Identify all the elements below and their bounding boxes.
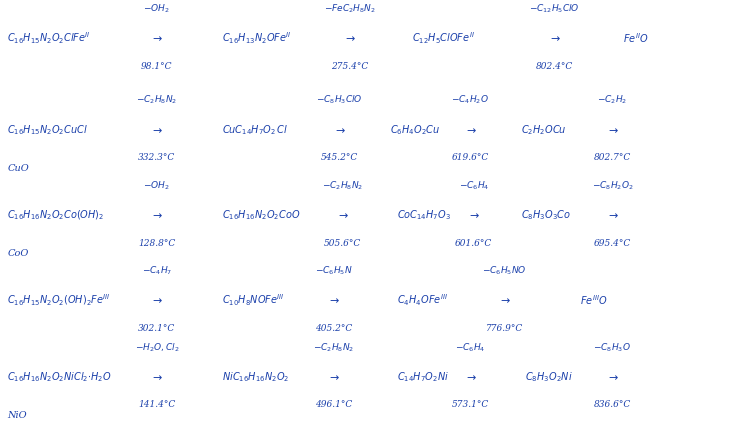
Text: $\rightarrow$: $\rightarrow$ (606, 372, 619, 382)
Text: $-C_6H_4$: $-C_6H_4$ (455, 341, 486, 354)
Text: $-C_6H_5N$: $-C_6H_5N$ (315, 265, 353, 277)
Text: $-C_4H_2O$: $-C_4H_2O$ (451, 94, 489, 106)
Text: 601.6°C: 601.6°C (455, 239, 493, 248)
Text: $\rightarrow$: $\rightarrow$ (150, 295, 163, 305)
Text: $\rightarrow$: $\rightarrow$ (150, 33, 163, 43)
Text: 545.2°C: 545.2°C (320, 153, 358, 162)
Text: 802.7°C: 802.7°C (593, 153, 631, 162)
Text: $\rightarrow$: $\rightarrow$ (150, 125, 163, 135)
Text: 802.4°C: 802.4°C (535, 62, 573, 71)
Text: $-OH_2$: $-OH_2$ (144, 3, 170, 15)
Text: $-H_2O,Cl_2$: $-H_2O,Cl_2$ (135, 341, 179, 354)
Text: $\rightarrow$: $\rightarrow$ (327, 295, 340, 305)
Text: $\rightarrow$: $\rightarrow$ (547, 33, 561, 43)
Text: $\rightarrow$: $\rightarrow$ (464, 372, 477, 382)
Text: $\rightarrow$: $\rightarrow$ (606, 210, 619, 220)
Text: $-C_6H_5NO$: $-C_6H_5NO$ (482, 265, 527, 277)
Text: $Fe^{III}O$: $Fe^{III}O$ (580, 294, 607, 307)
Text: $C_{16}H_{15}N_2O_2(OH)_2Fe^{III}$: $C_{16}H_{15}N_2O_2(OH)_2Fe^{III}$ (7, 293, 111, 308)
Text: 98.1°C: 98.1°C (141, 62, 173, 71)
Text: NiO: NiO (7, 411, 27, 420)
Text: $C_{12}H_5ClOFe^{II}$: $C_{12}H_5ClOFe^{II}$ (412, 31, 475, 46)
Text: $\rightarrow$: $\rightarrow$ (327, 372, 340, 382)
Text: $\rightarrow$: $\rightarrow$ (464, 125, 477, 135)
Text: $\rightarrow$: $\rightarrow$ (343, 33, 356, 43)
Text: $-C_2H_8N_2$: $-C_2H_8N_2$ (136, 94, 177, 106)
Text: $-OH_2$: $-OH_2$ (144, 179, 170, 192)
Text: $C_2H_2OCu$: $C_2H_2OCu$ (521, 123, 567, 137)
Text: $C_8H_3O_3Co$: $C_8H_3O_3Co$ (521, 208, 572, 222)
Text: $C_{10}H_8NOFe^{III}$: $C_{10}H_8NOFe^{III}$ (222, 293, 285, 308)
Text: $-C_{12}H_5ClO$: $-C_{12}H_5ClO$ (529, 3, 580, 15)
Text: $C_{16}H_{15}N_2O_2CuCl$: $C_{16}H_{15}N_2O_2CuCl$ (7, 123, 88, 137)
Text: $CoC_{14}H_7O_3$: $CoC_{14}H_7O_3$ (397, 208, 451, 222)
Text: $C_{16}H_{13}N_2OFe^{II}$: $C_{16}H_{13}N_2OFe^{II}$ (222, 31, 292, 46)
Text: $\rightarrow$: $\rightarrow$ (467, 210, 480, 220)
Text: $-C_8H_3O$: $-C_8H_3O$ (593, 341, 631, 354)
Text: $-C_2H_8N_2$: $-C_2H_8N_2$ (313, 341, 354, 354)
Text: 505.6°C: 505.6°C (324, 239, 362, 248)
Text: $-C_8H_3ClO$: $-C_8H_3ClO$ (316, 94, 362, 106)
Text: $\rightarrow$: $\rightarrow$ (498, 295, 511, 305)
Text: CuO: CuO (7, 164, 29, 173)
Text: $C_{16}H_{16}N_2O_2Co(OH)_2$: $C_{16}H_{16}N_2O_2Co(OH)_2$ (7, 208, 105, 222)
Text: $C_4H_4OFe^{III}$: $C_4H_4OFe^{III}$ (397, 293, 448, 308)
Text: $\rightarrow$: $\rightarrow$ (606, 125, 619, 135)
Text: 776.9°C: 776.9°C (486, 324, 523, 333)
Text: $-C_2H_2$: $-C_2H_2$ (597, 94, 628, 106)
Text: 141.4°C: 141.4°C (138, 400, 176, 409)
Text: $\rightarrow$: $\rightarrow$ (336, 210, 349, 220)
Text: $C_{16}H_{16}N_2O_2NiCl_2{\cdot}H_2O$: $C_{16}H_{16}N_2O_2NiCl_2{\cdot}H_2O$ (7, 370, 112, 384)
Text: $C_{16}H_{16}N_2O_2CoO$: $C_{16}H_{16}N_2O_2CoO$ (222, 208, 301, 222)
Text: $C_8H_3O_2Ni$: $C_8H_3O_2Ni$ (525, 370, 572, 384)
Text: $C_6H_4O_2Cu$: $C_6H_4O_2Cu$ (390, 123, 440, 137)
Text: $-C_6H_4$: $-C_6H_4$ (459, 179, 489, 192)
Text: $\rightarrow$: $\rightarrow$ (150, 372, 163, 382)
Text: 695.4°C: 695.4°C (593, 239, 631, 248)
Text: CoO: CoO (7, 249, 28, 258)
Text: $-C_4H_7$: $-C_4H_7$ (141, 265, 172, 277)
Text: 332.3°C: 332.3°C (138, 153, 176, 162)
Text: $C_{14}H_7O_2Ni$: $C_{14}H_7O_2Ni$ (397, 370, 449, 384)
Text: 405.2°C: 405.2°C (315, 324, 353, 333)
Text: $-FeC_2H_8N_2$: $-FeC_2H_8N_2$ (324, 3, 376, 15)
Text: 496.1°C: 496.1°C (315, 400, 353, 409)
Text: 128.8°C: 128.8°C (138, 239, 176, 248)
Text: $-C_8H_2O_2$: $-C_8H_2O_2$ (591, 179, 634, 192)
Text: 836.6°C: 836.6°C (593, 400, 631, 409)
Text: $NiC_{16}H_{16}N_2O_2$: $NiC_{16}H_{16}N_2O_2$ (222, 370, 289, 384)
Text: $C_{16}H_{15}N_2O_2ClFe^{II}$: $C_{16}H_{15}N_2O_2ClFe^{II}$ (7, 31, 91, 46)
Text: $Fe^{II}O$: $Fe^{II}O$ (623, 32, 649, 45)
Text: $\rightarrow$: $\rightarrow$ (332, 125, 346, 135)
Text: 573.1°C: 573.1°C (451, 400, 489, 409)
Text: $\rightarrow$: $\rightarrow$ (150, 210, 163, 220)
Text: $-C_2H_8N_2$: $-C_2H_8N_2$ (322, 179, 363, 192)
Text: 275.4°C: 275.4°C (331, 62, 369, 71)
Text: 302.1°C: 302.1°C (138, 324, 176, 333)
Text: 619.6°C: 619.6°C (451, 153, 489, 162)
Text: $CuC_{14}H_7O_2\,Cl$: $CuC_{14}H_7O_2\,Cl$ (222, 123, 289, 137)
